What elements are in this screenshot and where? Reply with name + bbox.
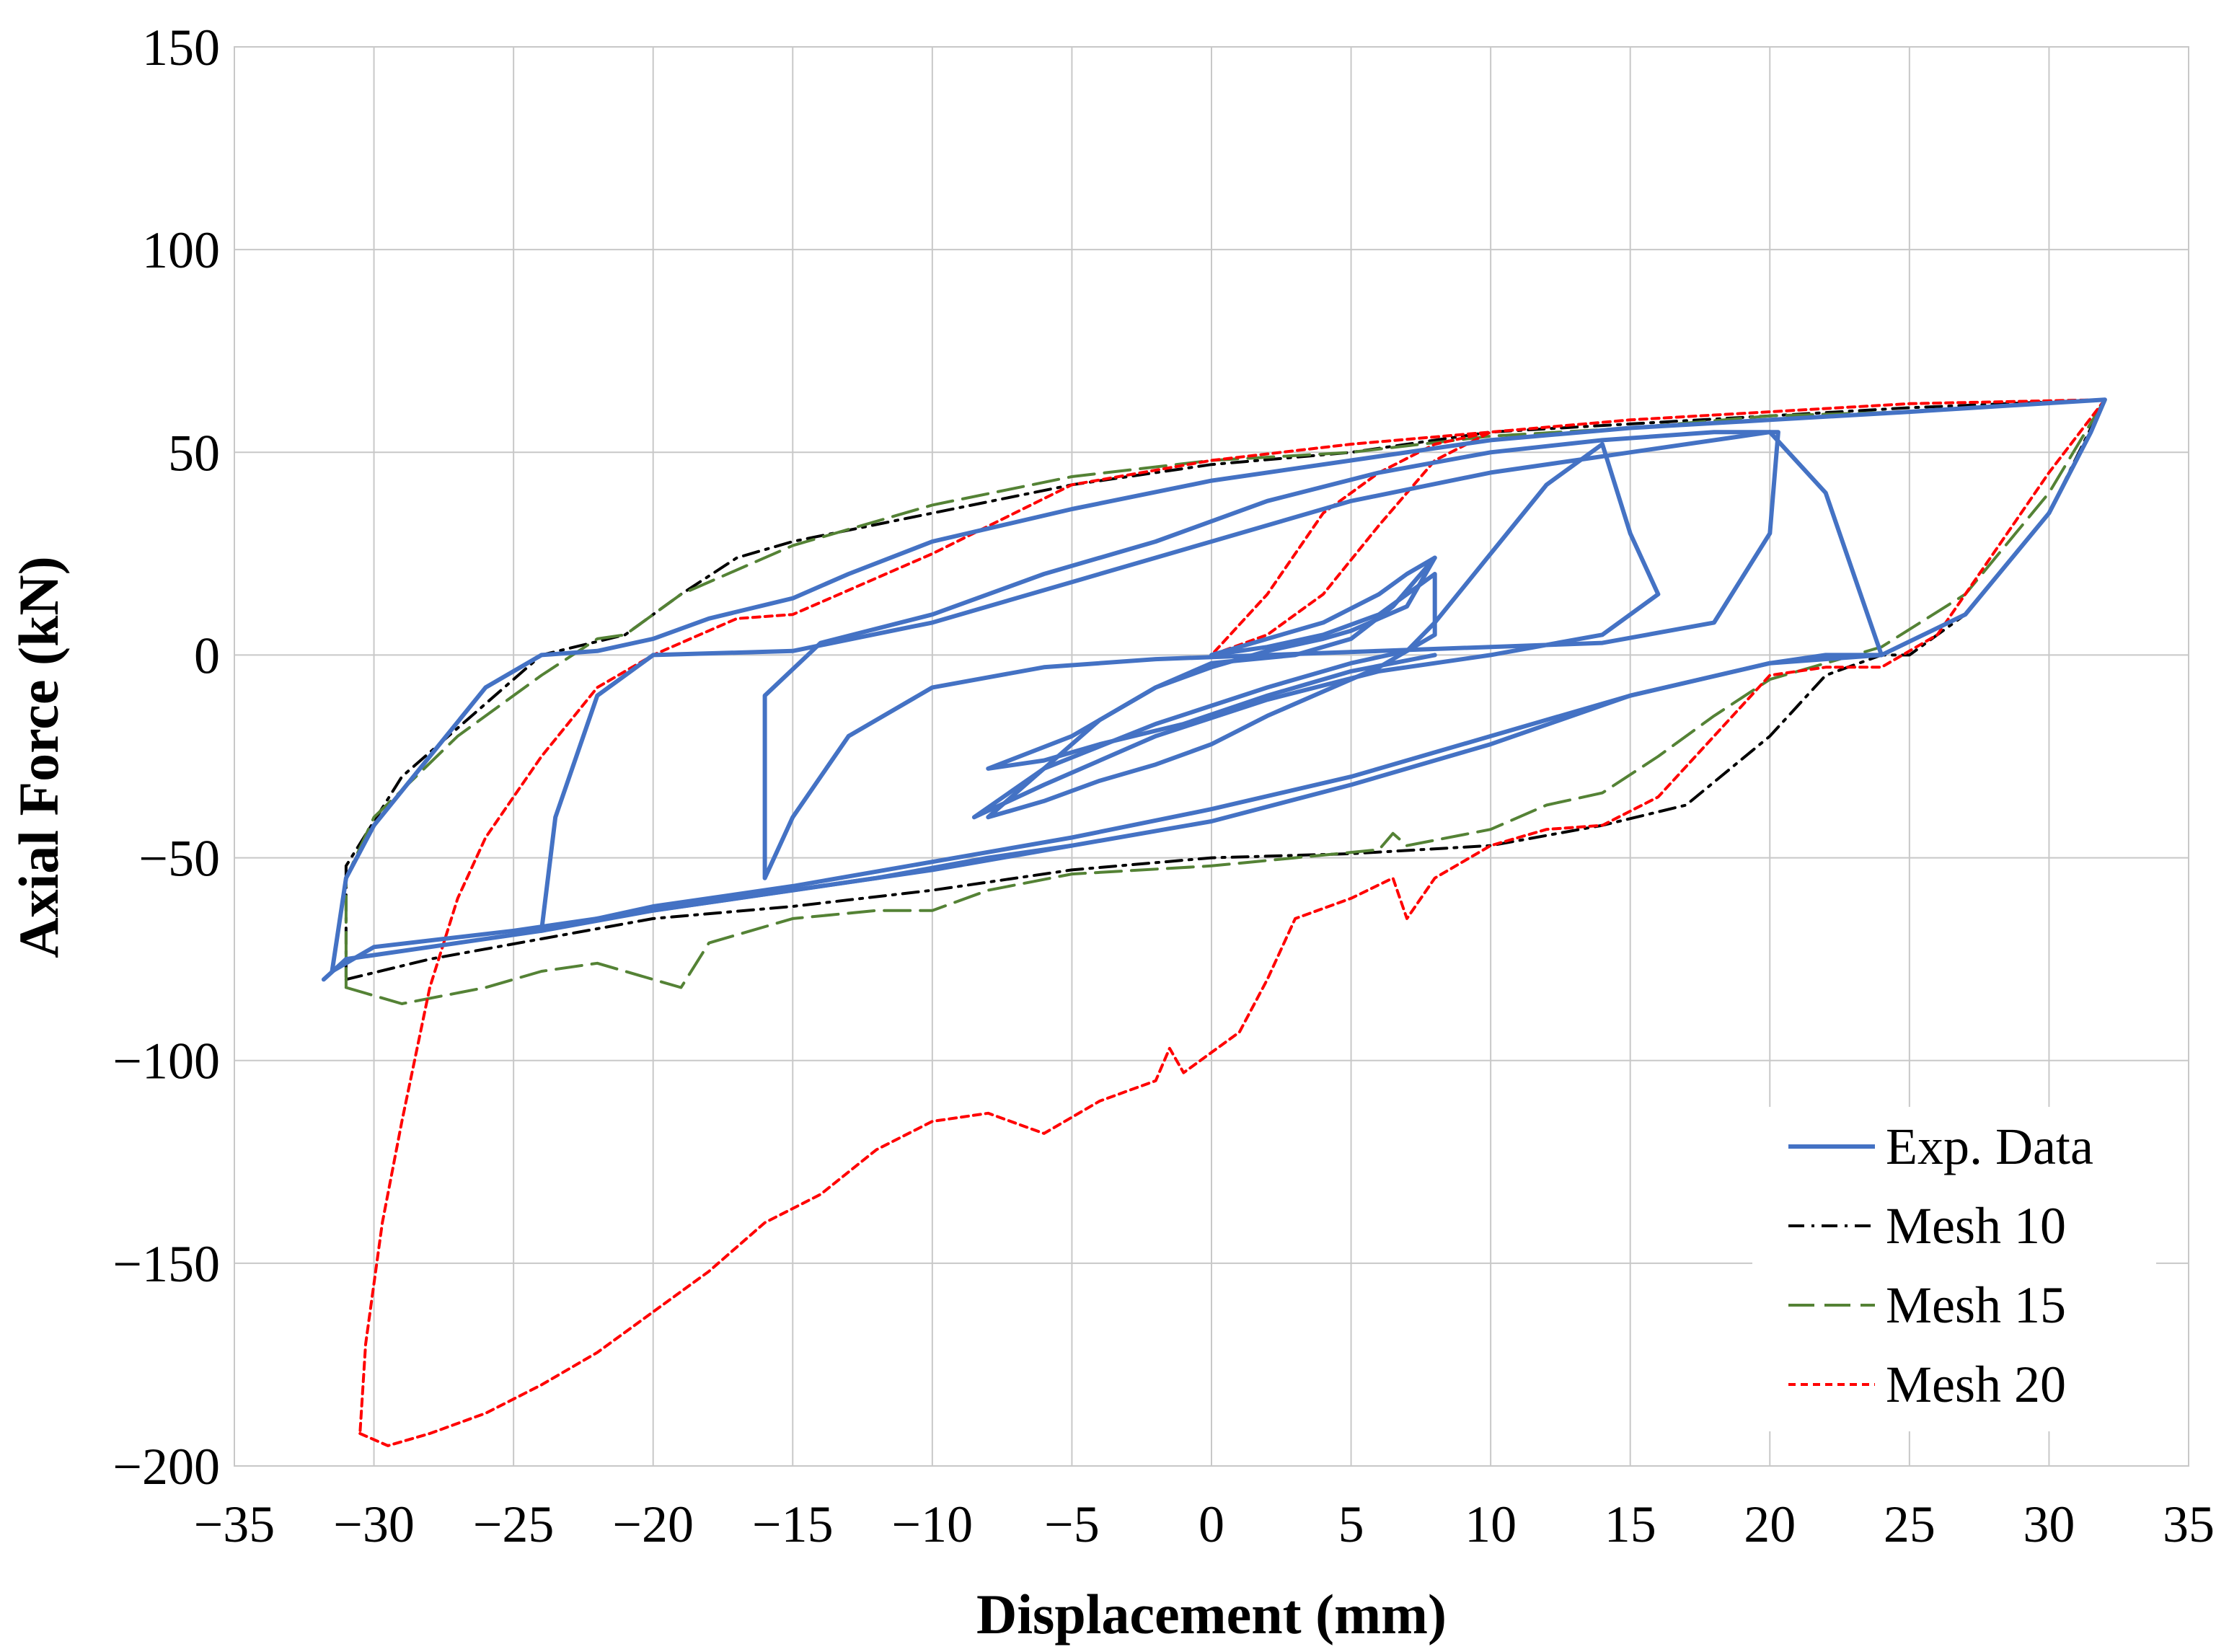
y-tick-label: −100: [112, 1033, 220, 1090]
x-tick-label: −10: [892, 1496, 974, 1553]
legend-box: [1752, 1107, 2156, 1431]
exp-data-loop: [971, 442, 1661, 820]
x-tick-label: 35: [2163, 1496, 2215, 1553]
exp-data-loop: [321, 843, 1074, 982]
x-tick-label: −30: [333, 1496, 415, 1553]
x-tick-label: 0: [1199, 1496, 1224, 1553]
legend-label: Mesh 15: [1886, 1276, 2066, 1334]
series-mesh-20: [358, 398, 2106, 1447]
x-tick-label: −5: [1044, 1496, 1100, 1553]
legend-label: Exp. Data: [1886, 1118, 2093, 1175]
legend: Exp. Data Mesh 10 Mesh 15 Mesh 20: [1752, 1107, 2156, 1431]
y-tick-label: −50: [138, 830, 220, 888]
plot-area-border: [234, 46, 2189, 1467]
x-tick-label: 15: [1605, 1496, 1656, 1553]
tick-labels: −35 −30 −25 −20 −15 −10 −5 0 5 10 15 20 25 30 35−200−1…: [112, 19, 2215, 1553]
y-tick-label: 50: [168, 424, 220, 482]
exp-data-loop: [762, 430, 1780, 880]
series-line: [344, 398, 2106, 1005]
y-tick-label: 0: [194, 627, 220, 684]
series-group: [321, 397, 2107, 1447]
y-tick-label: −150: [112, 1235, 220, 1293]
x-tick-label: 5: [1338, 1496, 1364, 1553]
x-tick-label: −15: [752, 1496, 834, 1553]
y-axis-title: Axial Force (kN): [7, 556, 70, 958]
y-tick-label: −200: [112, 1438, 220, 1496]
series-exp-data: [321, 397, 2107, 982]
x-tick-label: −25: [473, 1496, 555, 1553]
y-tick-label: 150: [142, 19, 220, 76]
series-mesh-15: [344, 398, 2106, 1005]
exp-data-loop: [986, 555, 1437, 771]
x-axis-title: Displacement (mm): [976, 1583, 1447, 1646]
legend-label: Mesh 10: [1886, 1197, 2066, 1255]
y-tick-label: 100: [142, 221, 220, 279]
x-tick-label: 30: [2023, 1496, 2075, 1553]
series-line: [358, 398, 2106, 1447]
legend-label: Mesh 20: [1886, 1356, 2066, 1413]
x-tick-label: 25: [1884, 1496, 1936, 1553]
x-tick-label: −20: [612, 1496, 694, 1553]
exp-data-loop: [986, 555, 1437, 820]
x-tick-label: −35: [194, 1496, 275, 1553]
x-tick-label: 20: [1744, 1496, 1796, 1553]
x-tick-label: 10: [1465, 1496, 1517, 1553]
